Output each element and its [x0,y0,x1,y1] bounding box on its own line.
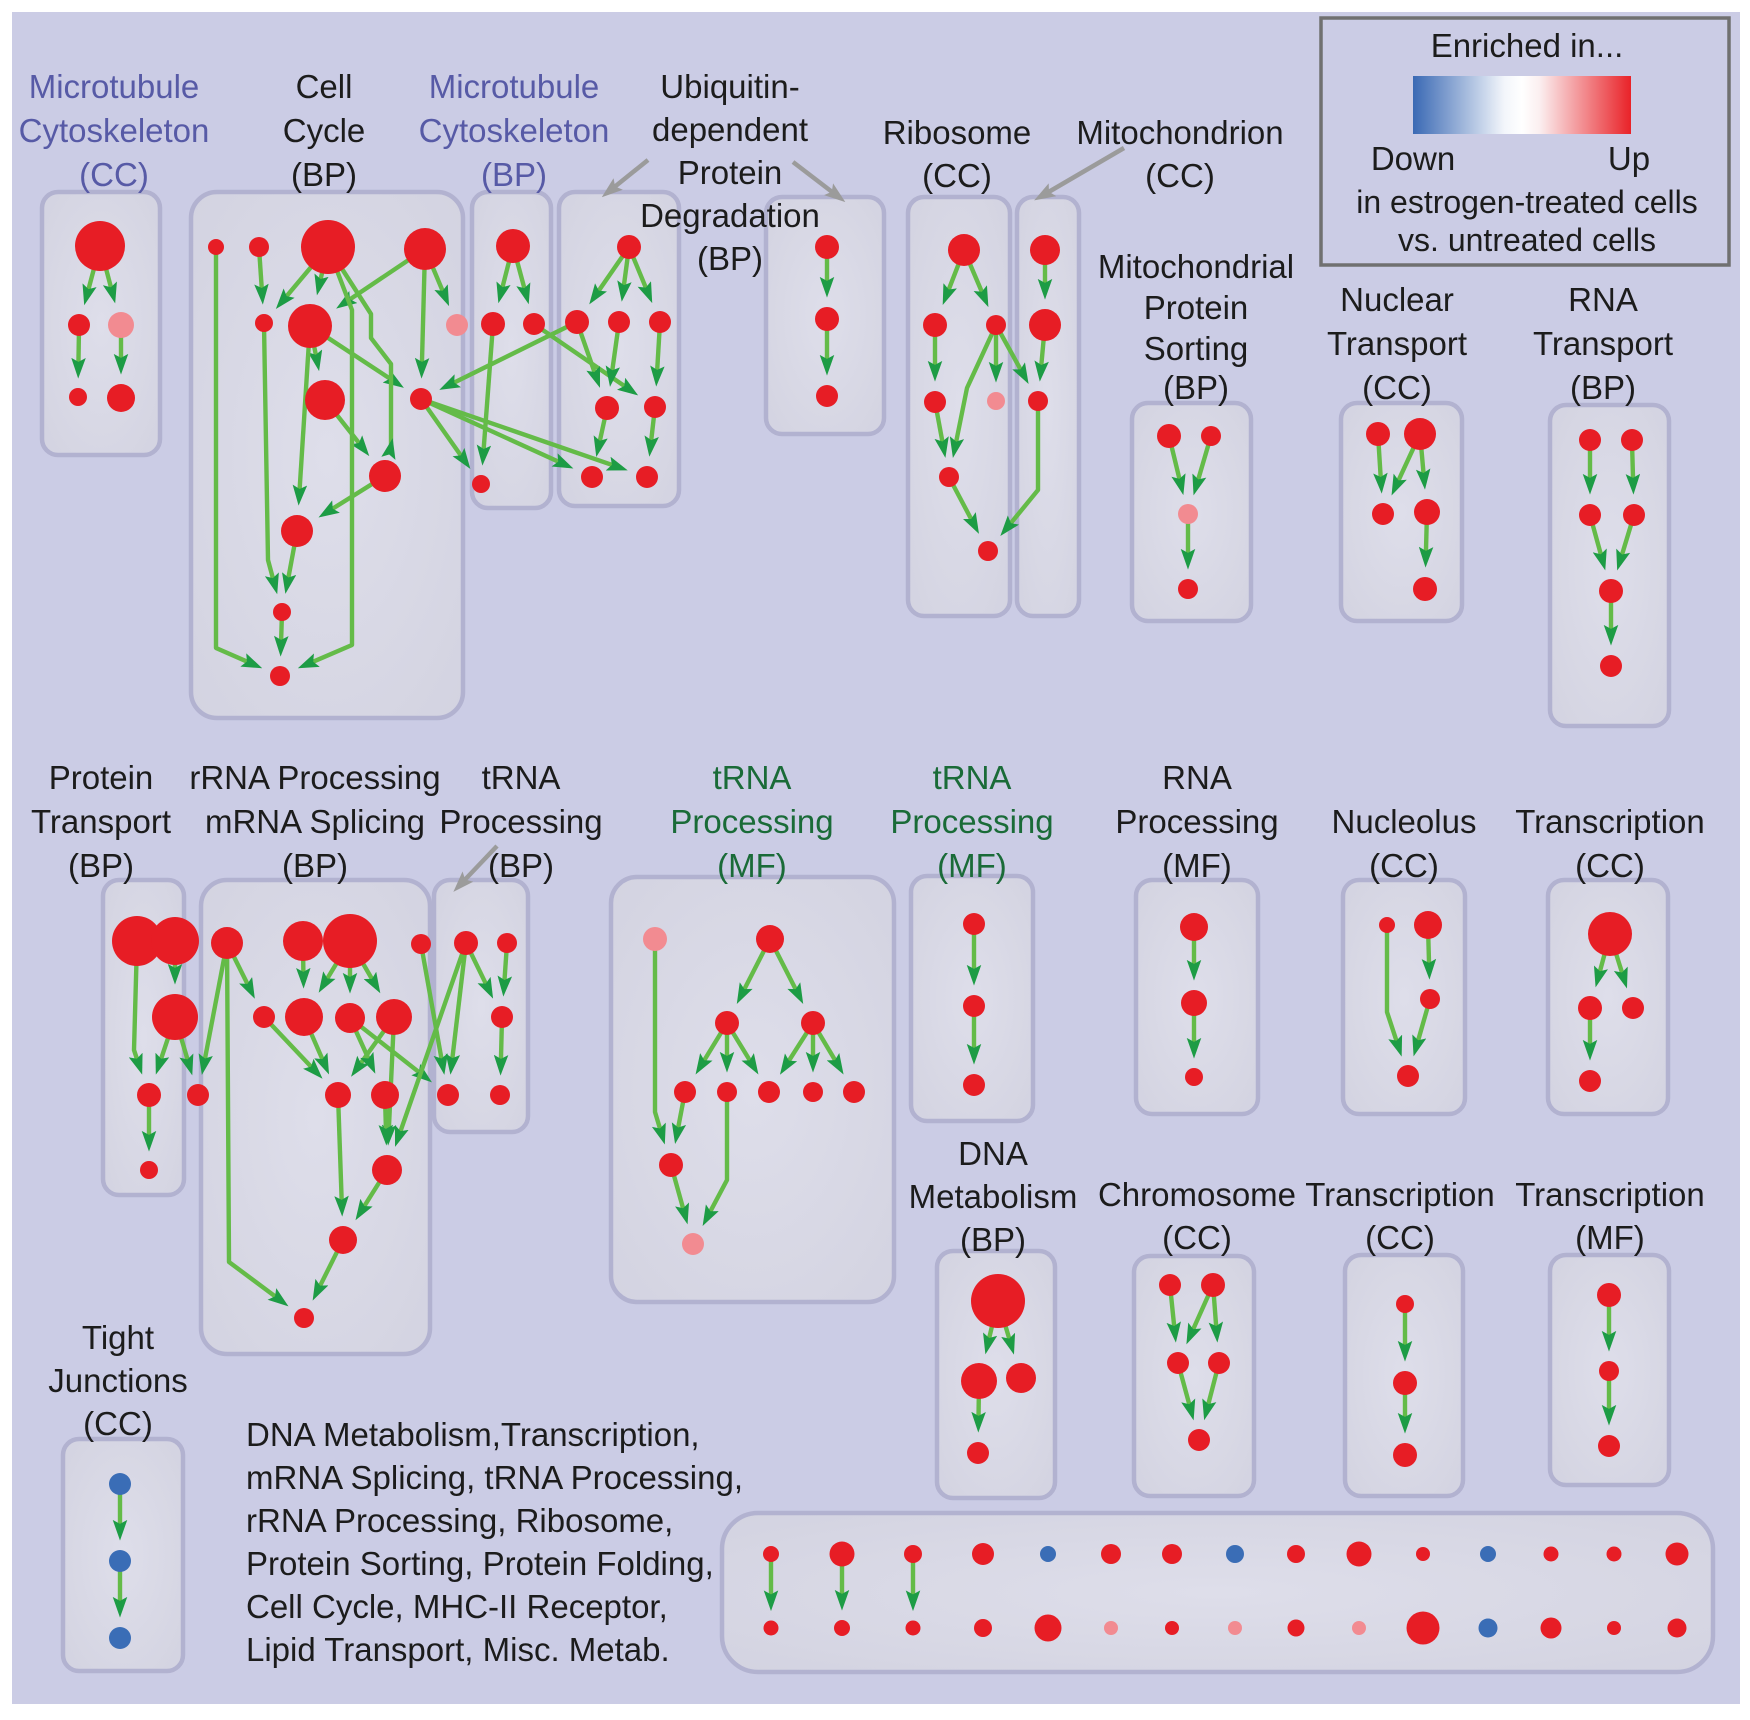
svg-text:Degradation: Degradation [640,197,820,234]
svg-text:vs. untreated cells: vs. untreated cells [1398,222,1656,258]
svg-text:tRNA: tRNA [482,759,561,796]
svg-text:(CC): (CC) [1162,1219,1232,1256]
svg-text:Processing: Processing [670,803,833,840]
svg-text:Microtubule: Microtubule [429,68,600,105]
svg-text:mRNA Splicing, tRNA Processing: mRNA Splicing, tRNA Processing, [246,1459,743,1496]
svg-text:Nucleolus: Nucleolus [1332,803,1477,840]
svg-text:(BP): (BP) [960,1221,1026,1258]
svg-text:(CC): (CC) [83,1405,153,1442]
svg-text:(CC): (CC) [922,157,992,194]
svg-text:(MF): (MF) [1575,1219,1645,1256]
svg-text:Nuclear: Nuclear [1340,281,1454,318]
svg-text:(MF): (MF) [717,847,787,884]
svg-text:Sorting: Sorting [1144,330,1249,367]
svg-text:Transcription: Transcription [1305,1176,1495,1213]
svg-text:Enriched in...: Enriched in... [1431,27,1624,64]
svg-text:Down: Down [1371,140,1455,177]
svg-text:Protein: Protein [678,154,783,191]
svg-text:(BP): (BP) [1163,369,1229,406]
svg-text:(BP): (BP) [291,156,357,193]
svg-text:Cytoskeleton: Cytoskeleton [419,112,610,149]
svg-text:Protein: Protein [49,759,154,796]
svg-text:Cell Cycle, MHC-II Receptor,: Cell Cycle, MHC-II Receptor, [246,1588,668,1625]
svg-text:(CC): (CC) [1369,847,1439,884]
svg-text:tRNA: tRNA [933,759,1012,796]
svg-text:Transport: Transport [31,803,171,840]
svg-text:Lipid Transport, Misc. Metab.: Lipid Transport, Misc. Metab. [246,1631,670,1668]
svg-text:(BP): (BP) [488,847,554,884]
svg-text:dependent: dependent [652,111,808,148]
svg-text:Protein: Protein [1144,289,1249,326]
svg-text:Tight: Tight [82,1319,154,1356]
svg-text:(BP): (BP) [697,240,763,277]
svg-text:(CC): (CC) [1362,369,1432,406]
svg-text:Ubiquitin-: Ubiquitin- [660,68,799,105]
svg-text:rRNA Processing, Ribosome,: rRNA Processing, Ribosome, [246,1502,673,1539]
svg-text:Mitochondrion: Mitochondrion [1076,114,1283,151]
svg-text:rRNA Processing: rRNA Processing [189,759,440,796]
svg-text:(CC): (CC) [1575,847,1645,884]
svg-text:Chromosome: Chromosome [1098,1176,1296,1213]
svg-text:Processing: Processing [1115,803,1278,840]
svg-text:Cell: Cell [296,68,353,105]
svg-text:Cycle: Cycle [283,112,366,149]
svg-text:RNA: RNA [1568,281,1638,318]
svg-text:Processing: Processing [439,803,602,840]
svg-text:(MF): (MF) [1162,847,1232,884]
svg-text:(CC): (CC) [1365,1219,1435,1256]
svg-text:(CC): (CC) [1145,157,1215,194]
svg-text:(BP): (BP) [1570,369,1636,406]
svg-text:Cytoskeleton: Cytoskeleton [19,112,210,149]
svg-text:(BP): (BP) [481,156,547,193]
svg-text:tRNA: tRNA [713,759,792,796]
svg-text:in estrogen-treated cells: in estrogen-treated cells [1356,184,1698,220]
svg-text:mRNA Splicing: mRNA Splicing [205,803,425,840]
svg-text:Processing: Processing [890,803,1053,840]
svg-text:Transport: Transport [1533,325,1673,362]
svg-text:(MF): (MF) [937,847,1007,884]
svg-text:Metabolism: Metabolism [909,1178,1078,1215]
svg-text:Protein Sorting, Protein Foldi: Protein Sorting, Protein Folding, [246,1545,714,1582]
svg-text:Microtubule: Microtubule [29,68,200,105]
svg-text:Up: Up [1608,140,1650,177]
svg-text:DNA: DNA [958,1135,1028,1172]
svg-text:(CC): (CC) [79,156,149,193]
svg-text:Transport: Transport [1327,325,1467,362]
svg-text:Transcription: Transcription [1515,1176,1705,1213]
svg-text:(BP): (BP) [68,847,134,884]
svg-text:Transcription: Transcription [1515,803,1705,840]
svg-text:DNA Metabolism,Transcription,: DNA Metabolism,Transcription, [246,1416,700,1453]
svg-text:Junctions: Junctions [48,1362,187,1399]
svg-text:RNA: RNA [1162,759,1232,796]
svg-text:(BP): (BP) [282,847,348,884]
svg-text:Ribosome: Ribosome [883,114,1032,151]
svg-text:Mitochondrial: Mitochondrial [1098,248,1294,285]
